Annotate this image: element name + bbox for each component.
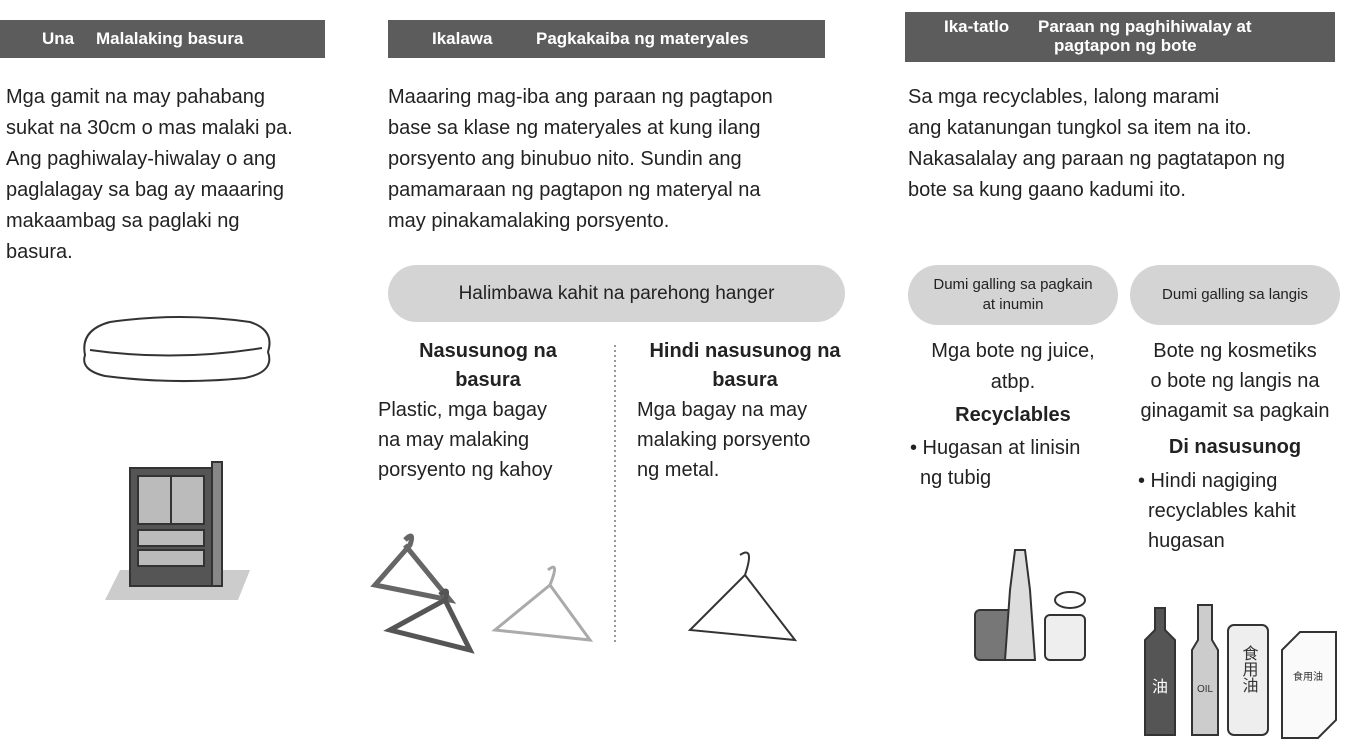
group-note: ng tubig bbox=[920, 463, 991, 493]
group-note: hugasan bbox=[1148, 526, 1225, 556]
category-text: Dumi galling sa pagkain bbox=[908, 275, 1118, 295]
cabinet bbox=[105, 462, 250, 600]
section-number: Ikalawa bbox=[432, 29, 493, 49]
body-line: base sa klase ng materyales at kung ilan… bbox=[388, 113, 760, 143]
group-items: o bote ng langis na bbox=[1130, 366, 1340, 396]
group-items: Mga bote ng juice, bbox=[908, 336, 1118, 366]
body-line: Sa mga recyclables, lalong marami bbox=[908, 82, 1219, 112]
body-line: paglalagay sa bag ay maaaring bbox=[6, 175, 284, 205]
oil-label: OIL bbox=[1197, 684, 1214, 695]
group-heading: Hindi nasusunog na bbox=[640, 336, 850, 366]
category-text: at inumin bbox=[908, 295, 1118, 315]
group-items: Bote ng kosmetiks bbox=[1130, 336, 1340, 366]
group-body: porsyento ng kahoy bbox=[378, 455, 553, 485]
group-heading: Nasusunog na bbox=[388, 336, 588, 366]
oil-label: 油 bbox=[1152, 678, 1168, 696]
body-line: porsyento ang binubuo nito. Sundin ang bbox=[388, 144, 742, 174]
body-line: makaambag sa paglaki ng bbox=[6, 206, 239, 236]
section-number: Una bbox=[42, 29, 74, 49]
group-result: Di nasusunog bbox=[1130, 432, 1340, 462]
section-title: pagtapon ng bote bbox=[1054, 36, 1197, 56]
body-line: may pinakamalaking porsyento. bbox=[388, 206, 669, 236]
juice-bottles bbox=[975, 550, 1085, 660]
body-line: Maaaring mag-iba ang paraan ng pagtapon bbox=[388, 82, 773, 112]
body-line: pamamaraan ng pagtapon ng materyal na bbox=[388, 175, 760, 205]
body-line: sukat na 30cm o mas malaki pa. bbox=[6, 113, 293, 143]
group-body: ng metal. bbox=[637, 455, 719, 485]
page: 油 OIL 食用油 食用油 Una Malalaking basura Mga … bbox=[0, 0, 1370, 742]
body-line: ang katanungan tungkol sa item na ito. bbox=[908, 113, 1252, 143]
oil-label: 食用油 bbox=[1240, 645, 1259, 693]
body-line: Ang paghiwalay-hiwalay o ang bbox=[6, 144, 276, 174]
group-note: recyclables kahit bbox=[1148, 496, 1296, 526]
group-result: Recyclables bbox=[908, 400, 1118, 430]
section-title: Pagkakaiba ng materyales bbox=[536, 29, 749, 49]
group-body: Plastic, mga bagay bbox=[378, 395, 547, 425]
futon bbox=[84, 317, 269, 381]
group-body: Mga bagay na may bbox=[637, 395, 807, 425]
hangers bbox=[375, 536, 795, 650]
category-text: Dumi galling sa langis bbox=[1130, 285, 1340, 305]
body-line: Nakasalalay ang paraan ng pagtatapon ng bbox=[908, 144, 1285, 174]
group-items: atbp. bbox=[908, 367, 1118, 397]
group-heading: basura bbox=[388, 365, 588, 395]
section-number: Ika-tatlo bbox=[944, 17, 1009, 37]
example-text: Halimbawa kahit na parehong hanger bbox=[388, 279, 845, 309]
section-title: Malalaking basura bbox=[96, 29, 243, 49]
group-body: na may malaking bbox=[378, 425, 529, 455]
group-note: • Hindi nagiging bbox=[1138, 466, 1277, 496]
group-note: • Hugasan at linisin bbox=[910, 433, 1080, 463]
section-title: Paraan ng paghihiwalay at bbox=[1038, 17, 1252, 37]
group-body: malaking porsyento bbox=[637, 425, 810, 455]
group-heading: basura bbox=[640, 365, 850, 395]
body-line: Mga gamit na may pahabang bbox=[6, 82, 265, 112]
oil-label: 食用油 bbox=[1293, 670, 1323, 683]
body-line: basura. bbox=[6, 237, 73, 267]
group-items: ginagamit sa pagkain bbox=[1130, 396, 1340, 426]
body-line: bote sa kung gaano kadumi ito. bbox=[908, 175, 1186, 205]
